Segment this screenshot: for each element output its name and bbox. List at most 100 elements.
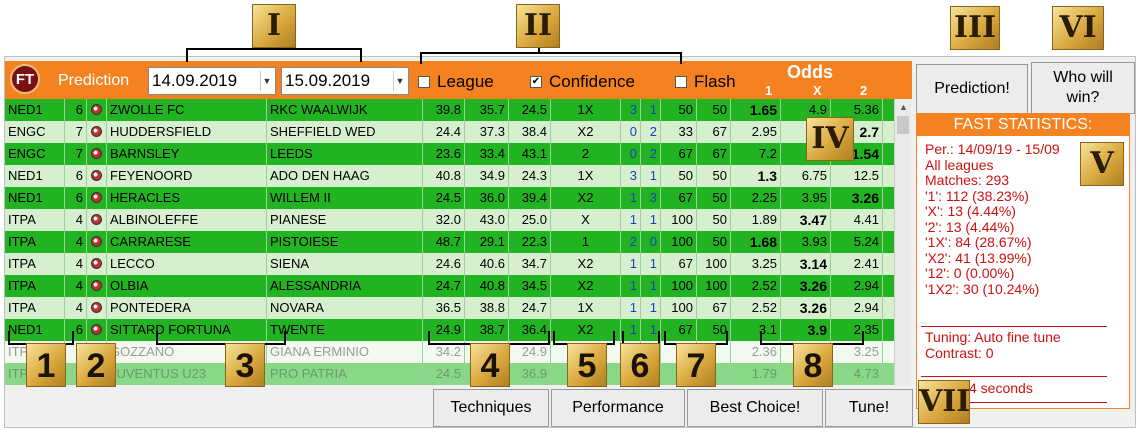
table-row[interactable]: ITPA 4 OLBIA ALESSANDRIA 24.7 40.8 34.5 X2 1 1 100… [5, 275, 894, 297]
cell-px: 34.9 [465, 165, 509, 187]
checkbox-icon[interactable] [418, 76, 430, 88]
cell-s1: 3 [621, 99, 641, 121]
date-to-select[interactable]: 15.09.2019 ▼ [281, 67, 409, 95]
cell-league: ITPA [5, 231, 65, 253]
confidence-checkbox[interactable]: ✔ Confidence [530, 72, 635, 92]
flag-icon [91, 192, 102, 203]
cell-p2: 24.3 [509, 165, 551, 187]
cell-o2: 5.36 [831, 99, 883, 121]
league-checkbox[interactable]: League [418, 72, 494, 92]
badge-number-3: 3 [225, 343, 265, 387]
best-choice-button[interactable]: Best Choice! [687, 389, 823, 427]
cell-home: GOZZANO [107, 341, 267, 363]
cell-ox: 3.26 [781, 275, 831, 297]
cell-px: 29.1 [465, 231, 509, 253]
table-row[interactable]: NED1 6 HERACLES WILLEM II 24.5 36.0 39.4 X2 1 3 67… [5, 187, 894, 209]
cell-s1: 1 [621, 319, 641, 341]
cell-home: BARNSLEY [107, 143, 267, 165]
badge-roman-vi: VI [1052, 6, 1104, 50]
table-row[interactable]: ITPA 4 ALBINOLEFFE PIANESE 32.0 43.0 25.0 X 1 1 10… [5, 209, 894, 231]
date-from-select[interactable]: 14.09.2019 ▼ [148, 67, 276, 95]
table-row[interactable]: ENGC 7 BARNSLEY LEEDS 23.6 33.4 43.1 2 0 2 67 67 7.2… [5, 143, 894, 165]
cell-n: 4 [65, 231, 87, 253]
cell-px: 38.7 [465, 319, 509, 341]
cell-o2: 4.73 [831, 363, 883, 385]
cell-c1: 50 [661, 99, 697, 121]
checkmark-icon[interactable]: ✔ [530, 76, 542, 88]
table-row[interactable]: ENGC 7 HUDDERSFIELD SHEFFIELD WED 24.4 37.3 38… [5, 121, 894, 143]
divider [921, 326, 1107, 327]
badge-roman-vii: VII [918, 380, 970, 424]
cell-p1: 24.9 [423, 319, 465, 341]
who-will-win-button[interactable]: Who will win? [1031, 62, 1135, 114]
cell-ox: 3.95 [781, 187, 831, 209]
cell-c2: 67 [697, 297, 731, 319]
odds-col-1: 1 [765, 83, 773, 98]
cell-ox: 3.9 [781, 319, 831, 341]
cell-p1: 24.5 [423, 187, 465, 209]
cell-league: ITPA [5, 253, 65, 275]
cell-ox: 3.14 [781, 253, 831, 275]
cell-px: 33.4 [465, 143, 509, 165]
flash-checkbox[interactable]: Flash [675, 72, 736, 92]
cell-s2: 1 [641, 165, 661, 187]
flag-icon [91, 324, 102, 335]
cell-s2: 2 [641, 121, 661, 143]
odds-col-2: 2 [860, 83, 868, 98]
cell-px: 40.8 [465, 275, 509, 297]
cell-s2: 3 [641, 187, 661, 209]
cell-tip: X2 [551, 319, 621, 341]
badge-number-6: 6 [620, 343, 660, 387]
cell-o1: 2.52 [731, 297, 781, 319]
cell-c1: 33 [661, 121, 697, 143]
vertical-scrollbar[interactable]: ▲ [894, 99, 911, 385]
cell-tip: X2 [551, 187, 621, 209]
country-flag-icon [87, 187, 107, 209]
cell-p2: 22.3 [509, 231, 551, 253]
cell-c1: 67 [661, 187, 697, 209]
cell-c2 [697, 341, 731, 363]
tune-button[interactable]: Tune! [825, 389, 913, 427]
table-row[interactable]: ITPA 4 PONTEDERA NOVARA 36.5 38.8 24.7 1X 1 1 100 6… [5, 297, 894, 319]
cell-league: ENGC [5, 121, 65, 143]
cell-away: SHEFFIELD WED [267, 121, 423, 143]
cell-c1: 50 [661, 165, 697, 187]
techniques-button[interactable]: Techniques [433, 389, 549, 427]
table-row[interactable]: NED1 6 SITTARD FORTUNA TWENTE 24.9 38.7 36.4 X2… [5, 319, 894, 341]
cell-o2: 2.94 [831, 275, 883, 297]
prediction-button[interactable]: Prediction! [916, 64, 1028, 114]
scroll-up-icon[interactable]: ▲ [899, 102, 908, 112]
cell-px: 37.3 [465, 121, 509, 143]
cell-o2: 3.26 [831, 187, 883, 209]
cell-n: 4 [65, 275, 87, 297]
country-flag-icon [87, 275, 107, 297]
flag-icon [91, 104, 102, 115]
chevron-down-icon[interactable]: ▼ [260, 71, 273, 91]
performance-button[interactable]: Performance [551, 389, 685, 427]
cell-o1: 1.89 [731, 209, 781, 231]
ft-logo: FT [10, 64, 40, 94]
cell-tip: X2 [551, 253, 621, 275]
cell-p2: 36.4 [509, 319, 551, 341]
cell-p2: 34.5 [509, 275, 551, 297]
cell-px: 38.8 [465, 297, 509, 319]
cell-p1: 36.5 [423, 297, 465, 319]
cell-c2: 50 [697, 319, 731, 341]
scroll-thumb[interactable] [897, 116, 909, 134]
chevron-down-icon[interactable]: ▼ [393, 71, 406, 91]
cell-away: LEEDS [267, 143, 423, 165]
cell-o1: 3.1 [731, 319, 781, 341]
table-row[interactable]: NED1 6 ZWOLLE FC RKC WAALWIJK 39.8 35.7 24.5 1X… [5, 99, 894, 121]
table-row[interactable]: ITPA 4 LECCO SIENA 24.6 40.6 34.7 X2 1 1 67 100 3.25… [5, 253, 894, 275]
cell-n: 4 [65, 209, 87, 231]
cell-s1: 0 [621, 121, 641, 143]
divider [921, 376, 1107, 377]
checkbox-icon[interactable] [675, 76, 687, 88]
table-row[interactable]: ITPA 4 CARRARESE PISTOIESE 48.7 29.1 22.3 1 2 0 10… [5, 231, 894, 253]
stats-line: 'X2': 41 (13.99%) [925, 249, 1032, 266]
badge-roman-iii: III [950, 6, 1000, 50]
cell-away: TWENTE [267, 319, 423, 341]
table-row[interactable]: NED1 6 FEYENOORD ADO DEN HAAG 40.8 34.9 24.3 1X… [5, 165, 894, 187]
badge-number-2: 2 [76, 343, 116, 387]
